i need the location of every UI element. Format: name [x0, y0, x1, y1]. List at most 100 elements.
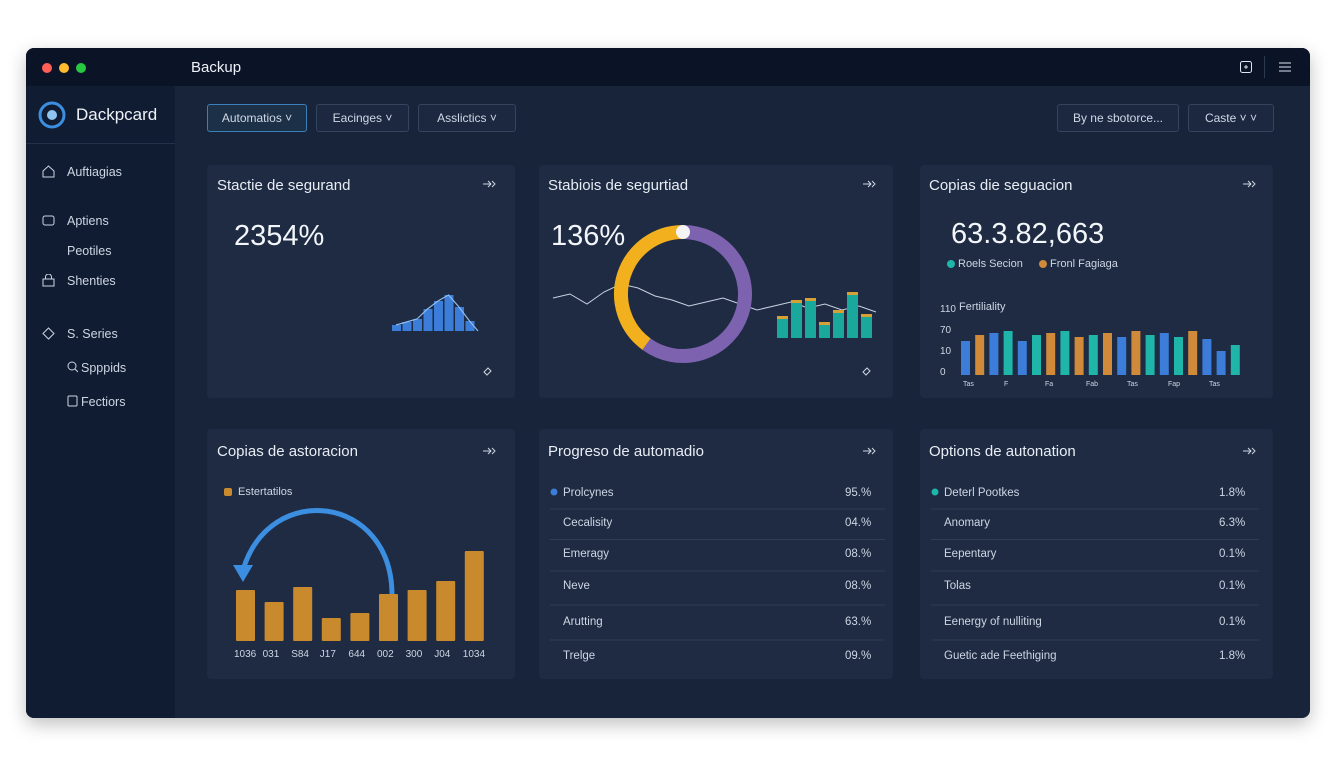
card	[920, 429, 1273, 679]
row-label: Prolcynes	[563, 487, 614, 499]
row-label: Arutting	[563, 616, 603, 628]
bar	[1174, 337, 1183, 375]
nav-subitem[interactable]: Peotiles	[67, 244, 112, 258]
expand-icon[interactable]	[863, 447, 876, 455]
card-value: 63.3.82,663	[951, 218, 1105, 250]
bar	[1060, 331, 1070, 375]
row-value: 08.%	[845, 548, 871, 560]
donut-segment	[614, 225, 684, 350]
bar	[1032, 335, 1041, 375]
legend-label: Estertatilos	[238, 486, 293, 498]
home-icon	[42, 165, 55, 178]
x-label: J04	[434, 649, 451, 660]
row-label: Eepentary	[944, 548, 997, 560]
divider	[26, 143, 175, 144]
bar	[805, 298, 816, 338]
row-value: 1.8%	[1219, 487, 1245, 499]
x-label: 002	[377, 649, 394, 660]
x-label: Fab	[1086, 381, 1098, 388]
nav-item[interactable]: Shenties	[67, 274, 116, 288]
bar	[444, 295, 454, 331]
bar	[961, 341, 970, 375]
logo	[38, 101, 66, 129]
row-value: 08.%	[845, 580, 871, 592]
legend-label: Roels Secion	[958, 258, 1023, 270]
row-value: 1.8%	[1219, 650, 1245, 662]
row-label: Anomary	[944, 517, 990, 529]
expand-icon[interactable]	[1243, 447, 1256, 455]
card	[207, 165, 515, 398]
x-label: F	[1004, 381, 1008, 388]
bar	[434, 301, 443, 331]
bar	[436, 581, 456, 641]
bar	[423, 309, 433, 331]
nav-subitem[interactable]: Spppids	[81, 361, 127, 375]
window: Backup Dackpcard Auftiagias Aptiens Peot…	[26, 48, 1310, 718]
bar	[1145, 335, 1155, 375]
card-title: Stactie de segurand	[217, 177, 351, 194]
minimize-button[interactable]	[59, 63, 69, 73]
filter-label: Asslictics	[437, 111, 487, 125]
title-bar: Backup	[26, 48, 1310, 86]
arrow-head	[233, 565, 253, 582]
row-value: 95.%	[845, 487, 871, 499]
bar	[1074, 337, 1084, 375]
bar	[847, 292, 858, 338]
bar	[989, 333, 999, 375]
maximize-button[interactable]	[76, 63, 86, 73]
card-value: 136%	[551, 220, 626, 252]
bar	[464, 551, 484, 641]
arc-arrow	[240, 507, 395, 596]
line	[552, 283, 877, 313]
bar	[402, 322, 412, 331]
donut-marker	[676, 225, 690, 239]
bar	[1131, 331, 1141, 375]
expand-icon[interactable]	[1243, 180, 1256, 188]
menu-icon[interactable]	[1278, 61, 1292, 73]
nav-subitem[interactable]: Fectiors	[81, 395, 126, 409]
legend-dot	[947, 260, 955, 268]
user-icon	[42, 215, 55, 226]
expand-icon[interactable]	[863, 180, 876, 188]
donut-segment	[642, 225, 752, 363]
x-label: 1034	[463, 649, 486, 660]
row-label: Eenergy of nulliting	[944, 616, 1042, 628]
search-icon	[67, 361, 78, 373]
bar	[321, 618, 341, 641]
legend-dot	[931, 488, 939, 496]
bar	[1216, 351, 1226, 375]
expand-icon[interactable]	[483, 180, 496, 188]
axis-label: 70	[940, 325, 952, 336]
nav-item[interactable]: Aptiens	[67, 214, 109, 228]
bar	[975, 335, 985, 375]
bar	[1230, 345, 1240, 375]
nav-item[interactable]: S. Series	[67, 327, 118, 341]
search-box[interactable]: By ne sbotorce...	[1057, 104, 1179, 132]
card	[539, 165, 893, 398]
sort-button[interactable]: Caste ˅ ˅	[1188, 104, 1274, 132]
row-label: Tolas	[944, 580, 971, 592]
x-label: Tas	[963, 381, 974, 388]
card-title: Copias de astoracion	[217, 443, 358, 460]
x-label: 300	[406, 649, 423, 660]
close-button[interactable]	[42, 63, 52, 73]
bar	[1046, 333, 1056, 375]
filter-button[interactable]: Automatios ˅	[207, 104, 307, 132]
filter-button[interactable]: Asslictics ˅	[418, 104, 516, 132]
expand-icon[interactable]	[483, 447, 496, 455]
bar	[791, 300, 802, 338]
nav-item[interactable]: Auftiagias	[67, 165, 122, 179]
bar	[264, 602, 284, 641]
lock-icon	[42, 274, 55, 287]
bar	[1017, 341, 1027, 375]
share-icon[interactable]	[1239, 60, 1253, 74]
x-label: 644	[348, 649, 365, 660]
filter-button[interactable]: Eacinges ˅	[316, 104, 409, 132]
bar-cap	[777, 316, 788, 319]
x-label: Tas	[1127, 381, 1138, 388]
bar-outline	[395, 294, 479, 332]
bar-cap	[791, 300, 802, 303]
row-label: Guetic ade Feethiging	[944, 650, 1057, 662]
x-label: 031	[263, 649, 280, 660]
